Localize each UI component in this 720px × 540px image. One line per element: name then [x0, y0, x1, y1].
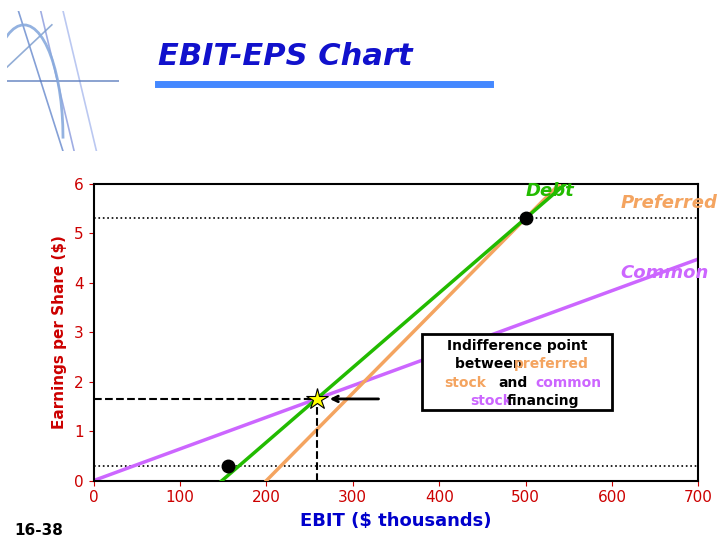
Text: Common: Common: [621, 264, 709, 282]
Text: stock: stock: [470, 394, 512, 408]
Text: 16-38: 16-38: [14, 523, 63, 538]
Text: Indifference point: Indifference point: [446, 339, 588, 353]
Text: stock: stock: [444, 376, 486, 389]
Text: between: between: [455, 357, 527, 372]
Text: Preferred: Preferred: [621, 194, 718, 212]
Y-axis label: Earnings per Share ($): Earnings per Share ($): [52, 235, 67, 429]
Text: common: common: [536, 376, 602, 389]
Text: and: and: [498, 376, 527, 389]
X-axis label: EBIT ($ thousands): EBIT ($ thousands): [300, 512, 492, 530]
FancyBboxPatch shape: [422, 334, 612, 410]
Text: preferred: preferred: [514, 357, 589, 372]
Text: financing: financing: [507, 394, 579, 408]
Text: Debt: Debt: [526, 182, 575, 200]
Text: EBIT-EPS Chart: EBIT-EPS Chart: [158, 42, 413, 71]
